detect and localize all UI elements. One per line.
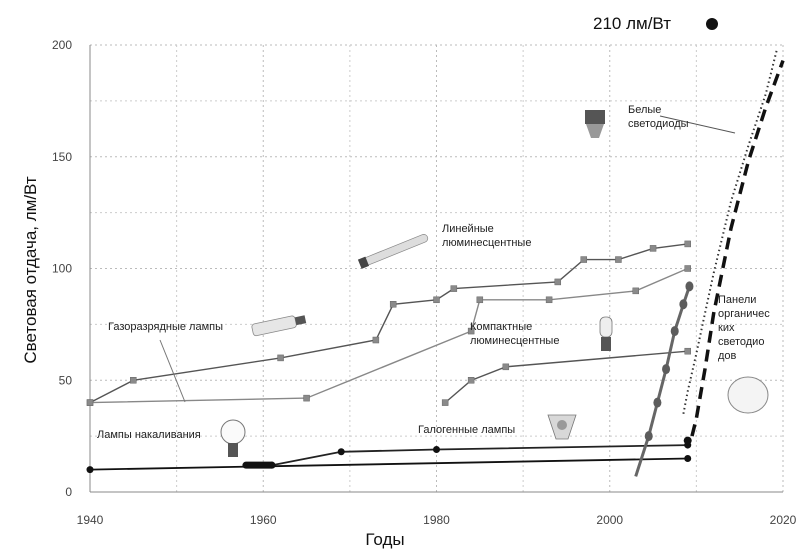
series-point <box>670 326 679 337</box>
series-point <box>632 287 639 295</box>
series-point <box>649 245 657 252</box>
series-point <box>684 240 691 248</box>
series-point <box>433 446 440 454</box>
series-point <box>130 377 137 384</box>
oled-panel-icon <box>727 376 769 414</box>
series-line-1 <box>89 267 688 404</box>
label-incandescent: Лампы накаливания <box>97 429 201 441</box>
y-axis-title: Световая отдача, лм/Вт <box>21 176 40 363</box>
leader-line <box>159 339 186 403</box>
series-point <box>684 347 691 355</box>
icons-layer <box>220 110 769 457</box>
labels-layer: Линейные люминесцентные Газоразрядные ламп… <box>97 104 770 441</box>
series-point <box>580 256 588 263</box>
series-point <box>476 296 484 304</box>
series-line-2 <box>444 350 688 404</box>
y-tick-label: 0 <box>65 485 72 499</box>
y-tick-label: 100 <box>52 262 72 276</box>
label-halogen: Галогенные лампы <box>418 424 515 436</box>
discharge-lamp-icon <box>251 315 307 337</box>
series-line-0 <box>89 243 688 404</box>
y-tick-label: 50 <box>59 373 73 387</box>
cfl-bulb-icon <box>599 316 613 351</box>
label-compact-fluorescent: Компактные люминесцентные <box>470 321 559 347</box>
x-tick-label: 2000 <box>596 513 623 527</box>
series-point <box>467 377 475 384</box>
incandescent-bulb-icon <box>220 419 246 457</box>
fluorescent-tube-icon <box>357 234 429 269</box>
halogen-lamp-icon <box>547 414 577 440</box>
series-point <box>441 399 449 406</box>
x-tick-label: 1960 <box>250 513 277 527</box>
label-white-leds: Белые светодиоды <box>628 104 689 130</box>
series-point <box>467 327 475 335</box>
series-line-4 <box>89 457 688 471</box>
series-point <box>684 265 691 272</box>
label-linear-fluorescent: Линейные люминесцентные <box>442 223 531 249</box>
series-point <box>433 296 440 304</box>
grid <box>90 44 784 492</box>
series-line-6 <box>690 59 785 437</box>
series-layer <box>86 49 785 477</box>
series-point <box>337 448 345 456</box>
x-axis-title: Годы <box>365 530 404 549</box>
series-point <box>662 364 671 375</box>
series-point <box>502 363 510 371</box>
label-oled-panels: Панели органичес ких светодио дов <box>718 294 770 362</box>
label-discharge-lamps: Газоразрядные лампы <box>108 321 223 333</box>
series-point <box>450 285 458 292</box>
series-point <box>653 397 662 408</box>
leader-line <box>659 115 736 134</box>
x-tick-label: 1980 <box>423 513 450 527</box>
x-tick-label: 1940 <box>77 513 104 527</box>
series-point <box>372 336 380 344</box>
series-point <box>545 296 553 304</box>
peak-efficacy-label: 210 лм/Вт <box>593 14 671 33</box>
series-point <box>303 394 310 402</box>
peak-marker <box>706 18 718 30</box>
axes: 0 50 100 150 200 1940 1960 1980 2000 2020 <box>52 38 797 527</box>
series-point <box>86 466 94 474</box>
x-tick-label: 2020 <box>770 513 797 527</box>
series-point <box>684 454 692 462</box>
y-tick-label: 200 <box>52 38 72 52</box>
led-bulb-icon <box>585 110 605 138</box>
y-tick-label: 150 <box>52 150 72 164</box>
series-point <box>389 301 397 308</box>
series-point <box>644 431 653 442</box>
series-point <box>86 399 94 406</box>
series-point <box>683 436 692 445</box>
series-line-7 <box>634 285 691 477</box>
series-point <box>554 278 562 286</box>
series-point <box>615 256 622 263</box>
series-point <box>685 281 694 292</box>
series-point <box>277 354 284 362</box>
series-line-5 <box>682 49 778 414</box>
series-point <box>679 299 688 310</box>
